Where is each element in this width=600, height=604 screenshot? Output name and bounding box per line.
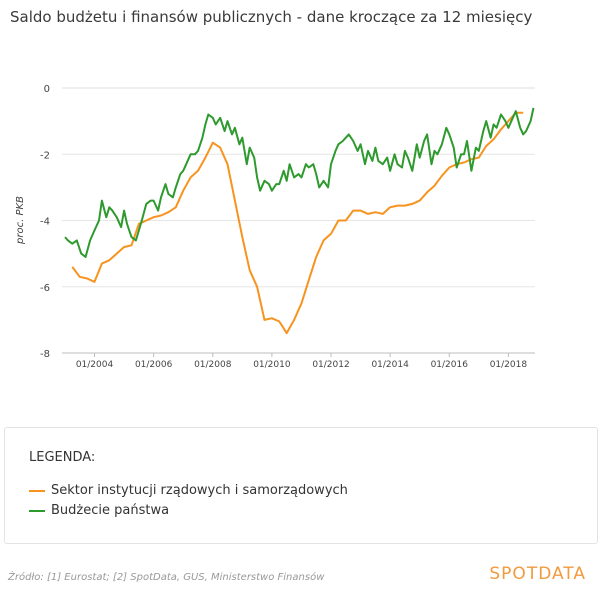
legend-label-budget: Budżecie państwa [51, 503, 170, 518]
line-chart: 0-2-4-6-8 01/2004 01/2006 01/2008 01/2010 01… [15, 84, 535, 370]
chart-title: Saldo budżetu i finansów publicznych - d… [10, 8, 533, 26]
source-note: Źródło: [1] Eurostat; [2] SpotData, GUS,… [8, 572, 325, 583]
y-tick-label: -4 [40, 217, 50, 228]
x-axis-ticks: 01/2004 01/2006 01/2008 01/2010 01/2012 01/20… [76, 353, 528, 370]
x-tick-label: 01/2016 [431, 360, 469, 370]
y-axis-ticks: 0 -2 -4 -6 -8 [40, 84, 50, 360]
series-line-budget [64, 107, 535, 258]
grid-lines [62, 87, 535, 354]
x-tick-label: 01/2014 [371, 360, 409, 370]
legend-item-budget: Budżecie państwa [29, 503, 169, 518]
brand-logo: SPOTDATA [489, 564, 586, 584]
y-tick-label: -2 [40, 150, 50, 161]
x-tick-label: 01/2010 [253, 360, 291, 370]
y-tick-label: 0 [44, 84, 50, 95]
y-tick-label: -6 [40, 283, 50, 294]
y-axis-label: proc. PKB [15, 196, 26, 245]
legend: LEGENDA: Sektor instytucji rządowych i s… [4, 427, 598, 544]
series-line-sector [71, 111, 524, 335]
x-tick-label: 01/2008 [194, 360, 232, 370]
legend-swatch-orange [29, 489, 45, 492]
y-tick-label: -8 [40, 349, 50, 360]
series-lines [64, 107, 535, 335]
x-tick-label: 01/2006 [135, 360, 173, 370]
x-tick-label: 01/2012 [312, 360, 349, 370]
legend-label-sector: Sektor instytucji rządowych i samorządow… [51, 483, 348, 498]
legend-item-sector: Sektor instytucji rządowych i samorządow… [29, 483, 348, 498]
legend-title: LEGENDA: [29, 450, 96, 465]
x-tick-label: 01/2004 [76, 360, 114, 370]
x-tick-label: 01/2018 [490, 360, 528, 370]
legend-swatch-green [29, 509, 45, 512]
